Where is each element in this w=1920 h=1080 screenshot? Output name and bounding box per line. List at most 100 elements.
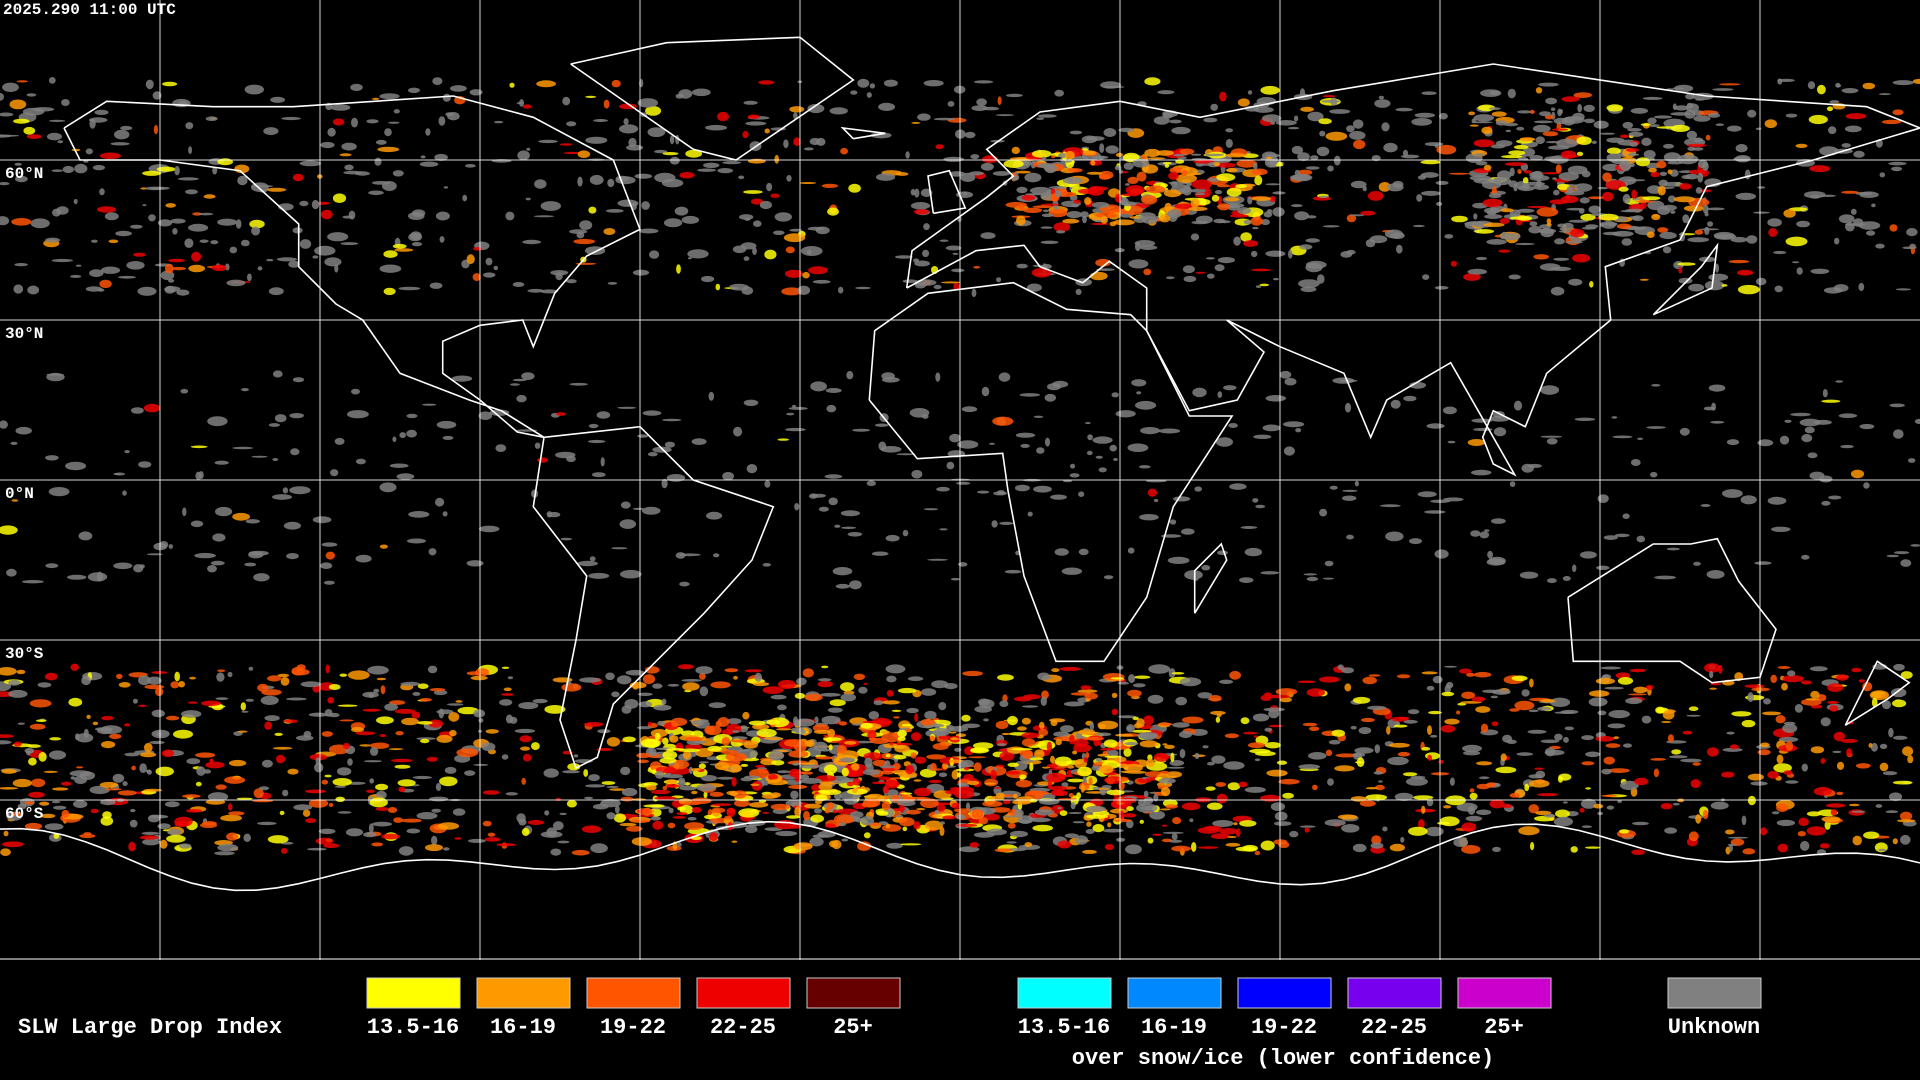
cloud-patch	[1255, 751, 1276, 757]
cloud-patch	[1174, 203, 1195, 209]
cloud-patch	[1219, 91, 1227, 102]
cloud-patch	[1654, 575, 1676, 580]
cloud-patch	[389, 463, 409, 468]
cloud-patch	[71, 148, 81, 152]
cloud-patch	[836, 745, 848, 754]
cloud-patch	[1227, 782, 1241, 791]
cloud-patch	[1260, 85, 1280, 95]
cloud-patch	[883, 79, 898, 87]
cloud-patch	[351, 726, 364, 733]
cloud-patch	[1797, 831, 1806, 837]
cloud-patch	[1817, 84, 1826, 95]
cloud-patch	[1658, 179, 1669, 187]
cloud-patch	[1014, 484, 1030, 492]
cloud-patch	[1522, 177, 1529, 184]
cloud-patch	[751, 198, 764, 205]
cloud-patch	[1308, 752, 1327, 760]
cloud-patch	[323, 580, 335, 585]
cloud-patch	[435, 211, 450, 221]
cloud-patch	[1330, 97, 1338, 106]
cloud-patch	[1588, 690, 1610, 697]
cloud-patch	[832, 567, 853, 576]
cloud-patch	[1019, 393, 1040, 397]
cloud-patch	[1181, 802, 1201, 811]
cloud-patch	[1740, 495, 1757, 505]
cloud-patch	[690, 768, 701, 772]
cloud-patch	[814, 808, 822, 814]
cloud-patch	[186, 758, 201, 765]
cloud-patch	[1632, 198, 1641, 201]
cloud-patch	[1117, 681, 1130, 685]
cloud-patch	[809, 137, 821, 146]
cloud-patch	[432, 77, 443, 85]
cloud-patch	[305, 818, 317, 823]
cloud-patch	[1371, 835, 1382, 845]
cloud-patch	[343, 742, 350, 750]
cloud-patch	[1579, 197, 1590, 204]
cloud-patch	[1810, 690, 1820, 699]
cloud-patch	[803, 810, 810, 821]
cloud-patch	[1709, 671, 1714, 679]
cloud-patch	[1620, 780, 1639, 791]
cloud-patch	[126, 261, 145, 270]
cloud-patch	[1892, 80, 1914, 86]
cloud-patch	[1096, 732, 1112, 737]
cloud-patch	[1747, 109, 1757, 118]
cloud-patch	[1179, 148, 1195, 155]
cloud-patch	[1467, 805, 1476, 815]
cloud-patch	[898, 799, 916, 807]
cloud-patch	[195, 781, 202, 787]
cloud-patch	[1086, 805, 1106, 813]
cloud-patch	[676, 812, 688, 816]
cloud-patch	[368, 190, 384, 196]
cloud-patch	[687, 249, 709, 259]
cloud-patch	[1597, 186, 1609, 190]
cloud-patch	[1161, 534, 1182, 538]
cloud-patch	[1529, 221, 1538, 227]
cloud-patch	[373, 688, 380, 693]
cloud-patch	[1672, 802, 1680, 806]
cloud-patch	[1317, 274, 1325, 284]
cloud-patch	[999, 521, 1014, 526]
cloud-patch	[1670, 210, 1676, 214]
cloud-patch	[1538, 82, 1559, 87]
cloud-patch	[1767, 218, 1782, 227]
cloud-patch	[1625, 697, 1643, 705]
cloud-patch	[1170, 181, 1178, 187]
cloud-patch	[840, 682, 855, 692]
cloud-patch	[114, 472, 126, 476]
cloud-patch	[0, 848, 11, 856]
cloud-patch	[1191, 842, 1197, 852]
cloud-patch	[838, 721, 848, 726]
cloud-patch	[824, 474, 843, 479]
cloud-patch	[1068, 812, 1082, 814]
legend-swatch	[1347, 977, 1442, 1009]
cloud-patch	[1044, 163, 1057, 174]
coastline	[1567, 537, 1777, 684]
cloud-patch	[691, 720, 705, 726]
cloud-patch	[1227, 836, 1237, 838]
cloud-patch	[1499, 233, 1521, 241]
cloud-patch	[1614, 533, 1630, 538]
cloud-patch	[1072, 821, 1085, 824]
cloud-patch	[1056, 230, 1066, 234]
cloud-patch	[1603, 535, 1618, 540]
cloud-patch	[320, 141, 335, 149]
cloud-patch	[902, 279, 918, 284]
cloud-patch	[384, 703, 398, 711]
coastline	[532, 425, 775, 770]
cloud-patch	[1536, 207, 1559, 217]
cloud-patch	[1055, 738, 1062, 746]
cloud-patch	[1033, 415, 1044, 418]
cloud-patch	[714, 762, 730, 770]
cloud-patch	[1810, 195, 1821, 199]
cloud-patch	[14, 162, 22, 166]
cloud-patch	[790, 790, 799, 800]
coastline	[1193, 542, 1228, 614]
cloud-patch	[1692, 147, 1704, 151]
cloud-patch	[1625, 208, 1643, 212]
cloud-patch	[931, 680, 949, 689]
cloud-patch	[1581, 761, 1595, 766]
cloud-patch	[669, 156, 680, 165]
cloud-patch	[1692, 762, 1701, 766]
